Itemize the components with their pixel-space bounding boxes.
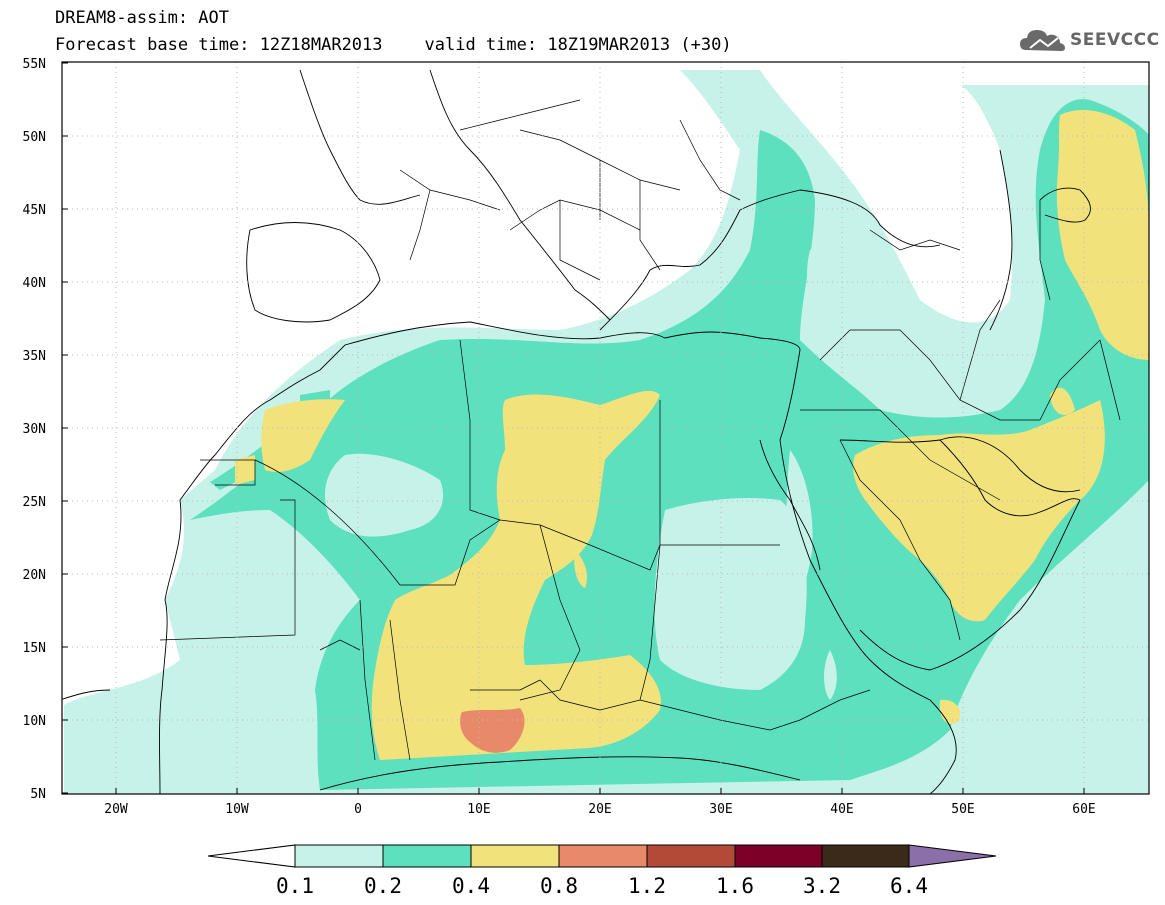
colorbar-label-1.6: 1.6	[716, 874, 754, 898]
lat-label-5n: 5N	[30, 787, 46, 802]
aot-band-0.1-patches	[325, 245, 920, 700]
lon-label-10w: 10W	[225, 802, 249, 817]
lat-labels: 5N 10N 15N 20N 25N 30N 35N 40N 45N 50N 5…	[23, 57, 46, 802]
cloud-icon	[1020, 30, 1065, 51]
colorbar-label-0.4: 0.4	[452, 874, 490, 898]
colorbar-segment-2	[382, 844, 472, 868]
aot-band-0.8	[460, 708, 525, 753]
colorbar-segment-1	[294, 844, 384, 868]
forecast-base-time: Forecast base time: 12Z18MAR2013	[55, 35, 383, 55]
lon-label-20w: 20W	[104, 802, 128, 817]
lon-label-30e: 30E	[709, 802, 732, 817]
lat-ticks	[62, 62, 68, 794]
colorbar-above-arrow	[908, 844, 997, 868]
graticule	[62, 62, 1149, 794]
lon-label-60e: 60E	[1072, 802, 1095, 817]
lon-label-50e: 50E	[951, 802, 974, 817]
colorbar-labels: 0.1 0.2 0.4 0.8 1.2 1.6 3.2 6.4	[276, 874, 928, 898]
lat-label-40n: 40N	[23, 276, 46, 291]
aot-band-0.4	[235, 110, 1149, 760]
lat-label-15n: 15N	[23, 641, 46, 656]
colorbar-label-6.4: 6.4	[890, 874, 928, 898]
colorbar-label-0.1: 0.1	[276, 874, 314, 898]
lat-label-55n: 55N	[23, 57, 46, 72]
lon-label-40e: 40E	[830, 802, 853, 817]
lon-ticks	[115, 788, 1085, 794]
lat-label-50n: 50N	[23, 130, 46, 145]
colorbar-label-1.2: 1.2	[628, 874, 666, 898]
colorbar-segments	[294, 844, 910, 868]
map-title: DREAM8-assim: AOT	[55, 8, 229, 28]
lat-label-30n: 30N	[23, 422, 46, 437]
lon-label-20e: 20E	[588, 802, 611, 817]
lon-label-10e: 10E	[467, 802, 490, 817]
country-borders	[159, 99, 1121, 761]
lat-label-20n: 20N	[23, 568, 46, 583]
colorbar-label-0.8: 0.8	[540, 874, 578, 898]
colorbar-segment-7	[821, 844, 910, 868]
colorbar-segment-4	[558, 844, 648, 868]
aot-field	[62, 62, 1149, 794]
colorbar-segment-5	[646, 844, 736, 868]
lon-labels: 20W 10W 0 10E 20E 30E 40E 50E 60E	[104, 802, 1095, 817]
colorbar-segment-6	[734, 844, 823, 868]
lat-label-35n: 35N	[23, 349, 46, 364]
colorbar-label-0.2: 0.2	[364, 874, 402, 898]
colorbar-segment-3	[470, 844, 560, 868]
colorbar-below-arrow	[207, 844, 296, 868]
valid-time: valid time: 18Z19MAR2013 (+30)	[424, 35, 732, 55]
lat-label-25n: 25N	[23, 495, 46, 510]
coastlines	[62, 69, 1091, 794]
logo-text: SEEVCCC	[1070, 30, 1160, 50]
lat-label-45n: 45N	[23, 203, 46, 218]
lat-label-10n: 10N	[23, 714, 46, 729]
seevccc-logo: SEEVCCC	[1018, 24, 1160, 58]
time-info: Forecast base time: 12Z18MAR2013 valid ti…	[55, 35, 732, 55]
colorbar-label-3.2: 3.2	[803, 874, 841, 898]
lon-label-0: 0	[354, 802, 362, 817]
